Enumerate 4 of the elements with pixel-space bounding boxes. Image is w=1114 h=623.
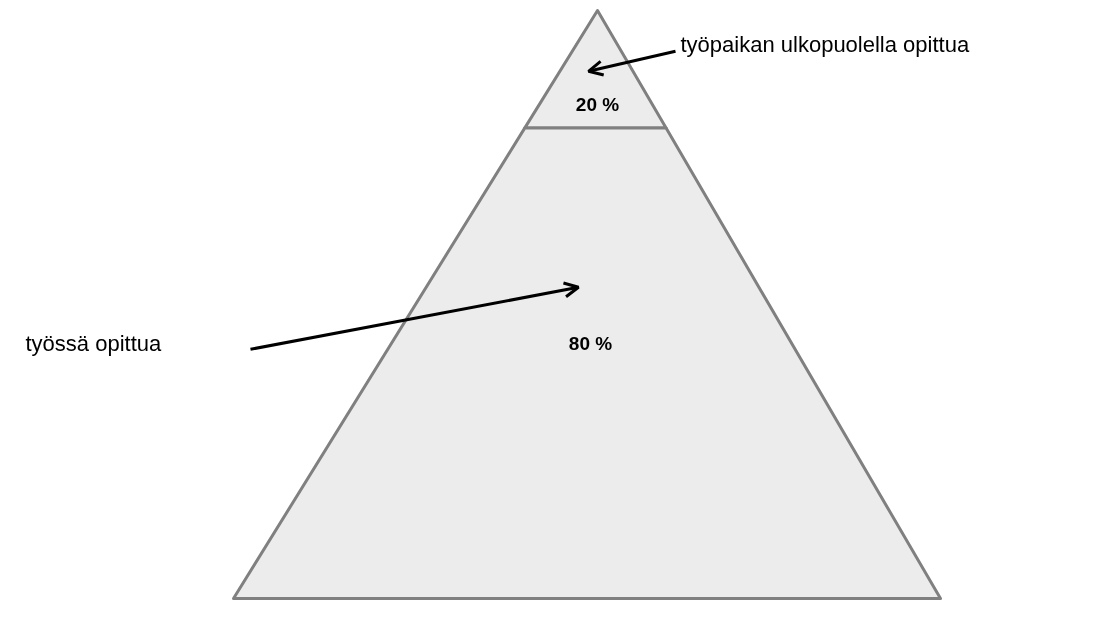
category-label: työssä opittua [25, 330, 163, 356]
data-label: 80 % [568, 332, 613, 354]
data-label: 20 % [575, 94, 620, 116]
category-label: työpaikan ulkopuolella opittua [680, 31, 970, 57]
